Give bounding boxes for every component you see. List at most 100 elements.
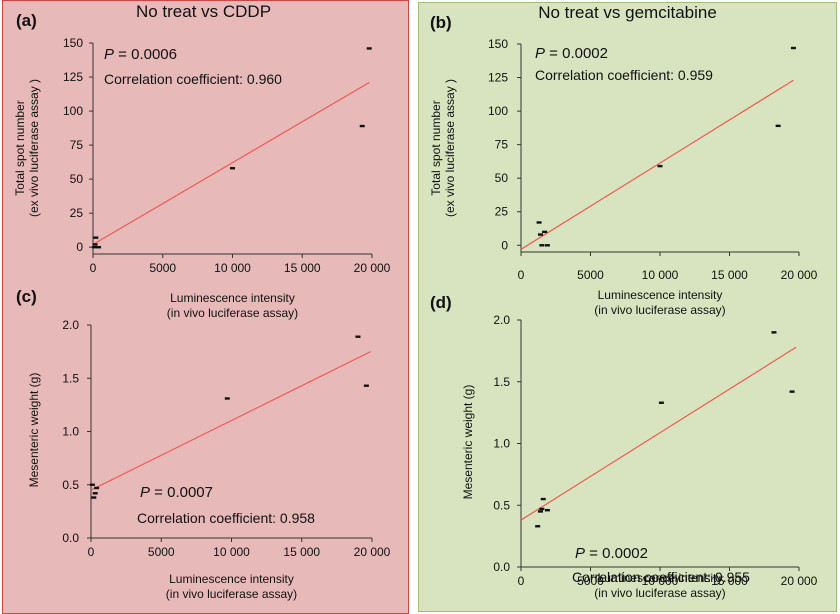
x-tick-label: 20 000	[781, 268, 818, 282]
y-tick-label: 1.5	[493, 375, 510, 389]
panel-label: (b)	[430, 13, 452, 32]
y-tick-label: 125	[63, 70, 83, 84]
panel-title-cddp: No treat vs CDDP	[135, 2, 272, 21]
y-tick-label: 25	[70, 206, 84, 220]
x-axis-sublabel: (in vivo luciferase assay)	[594, 586, 725, 600]
x-tick-label: 0	[518, 268, 525, 282]
data-point	[775, 124, 781, 128]
chart-a: 0 5000 10 000 15 000 20 000 0 25 50 75 100 125 150 (…	[13, 11, 391, 320]
data-point	[542, 230, 548, 234]
p-value-number: = 0.0002	[585, 545, 648, 562]
y-tick-label: 150	[63, 36, 83, 50]
y-axis-label-group: Mesenteric weight (g)	[461, 385, 475, 500]
correlation-coefficient: Correlation coefficient: 0.960	[104, 71, 282, 87]
p-value: P = 0.0007	[140, 484, 213, 501]
y-tick-label: 50	[70, 172, 84, 186]
data-point	[91, 496, 97, 499]
data-point	[92, 492, 98, 495]
p-value-symbol: P	[104, 46, 114, 63]
p-value-number: = 0.0002	[545, 45, 608, 62]
p-value-symbol: P	[140, 484, 150, 501]
y-axis-sublabel: (ex vivo luciferase assay )	[443, 79, 457, 217]
data-point	[230, 167, 235, 170]
data-point	[535, 525, 541, 528]
y-tick-label: 0.0	[493, 560, 510, 574]
y-tick-label: 150	[488, 37, 508, 51]
p-value-number: = 0.0007	[150, 484, 213, 501]
x-tick-label: 0	[518, 574, 525, 588]
x-tick-label: 0	[88, 545, 95, 559]
regression-line	[520, 79, 794, 250]
p-value: P = 0.0002	[575, 545, 648, 562]
x-tick-label: 20 000	[781, 574, 818, 588]
y-axis-label: Total spot number	[429, 100, 443, 195]
y-tick-label: 0	[501, 238, 508, 252]
y-tick-label: 50	[495, 171, 509, 185]
x-axis-sublabel: (in vivo luciferase assay)	[167, 306, 298, 320]
p-value: P = 0.0006	[104, 46, 177, 63]
y-axis-label-group: Mesenteric weight (g)	[27, 373, 41, 488]
x-tick-label: 10 000	[214, 261, 251, 275]
p-value-number: = 0.0006	[114, 46, 177, 63]
data-point	[536, 221, 542, 224]
p-value: P = 0.0002	[535, 45, 608, 62]
y-axis-label: Total spot number	[13, 100, 27, 195]
data-point	[544, 508, 550, 512]
y-axis-label: Mesenteric weight (g)	[461, 385, 475, 500]
x-axis-label: Luminescence intensity	[598, 571, 723, 585]
data-point	[537, 233, 543, 236]
data-point	[771, 331, 777, 334]
data-point	[89, 483, 95, 486]
regression-line	[90, 351, 371, 491]
y-axis-label-group: Total spot number (ex vivo luciferase ass…	[429, 79, 457, 217]
x-tick-label: 5000	[149, 261, 176, 275]
data-point	[539, 244, 545, 247]
data-point	[366, 47, 372, 50]
chart-b: 0 5000 10 000 15 000 20 000 0 25 50 75 100 125 150 (…	[429, 13, 818, 317]
y-tick-label: 0	[76, 240, 83, 254]
data-point	[658, 401, 664, 404]
x-tick-label: 20 000	[354, 261, 391, 275]
data-point	[91, 245, 97, 249]
y-axis-label: Mesenteric weight (g)	[27, 373, 41, 488]
x-tick-label: 15 000	[283, 545, 320, 559]
x-tick-label: 15 000	[284, 261, 321, 275]
chart-c: 0 5000 10 000 15 000 20 000 0.0 0.5 1.0 1.5 2.0 (c…	[16, 287, 391, 601]
panel-title-gemcitabine: No treat vs gemcitabine	[538, 3, 717, 22]
y-axis-label-group: Total spot number (ex vivo luciferase ass…	[13, 79, 41, 217]
x-axis-label: Luminescence intensity	[169, 572, 294, 586]
y-tick-label: 1.0	[493, 437, 510, 451]
y-tick-label: 100	[63, 104, 83, 118]
x-axis-sublabel: (in vivo luciferase assay)	[594, 303, 725, 317]
x-tick-label: 5000	[577, 574, 604, 588]
panel-cddp	[2, 0, 409, 614]
x-tick-label: 10 000	[642, 574, 679, 588]
data-point	[355, 335, 361, 338]
data-point	[94, 486, 100, 490]
x-tick-label: 15 000	[711, 574, 748, 588]
data-point	[790, 46, 796, 50]
y-tick-label: 1.5	[62, 371, 79, 385]
data-point	[789, 390, 795, 393]
regression-line	[92, 81, 370, 245]
y-axis-sublabel: (ex vivo luciferase assay )	[27, 79, 41, 217]
data-point	[93, 236, 99, 239]
panel-gemcitabine	[418, 2, 837, 612]
data-point	[96, 245, 102, 249]
y-tick-label: 1.0	[62, 425, 79, 439]
data-point	[224, 397, 230, 400]
regression-line	[520, 346, 797, 521]
x-tick-label: 0	[90, 261, 97, 275]
correlation-coefficient: Correlation coefficient: 0.959	[535, 67, 713, 83]
data-point	[363, 384, 369, 387]
data-point	[92, 243, 98, 246]
p-value-symbol: P	[575, 545, 585, 562]
x-tick-label: 5000	[577, 268, 604, 282]
data-point	[537, 510, 543, 513]
panel-label: (c)	[16, 287, 37, 306]
chart-d: 0 5000 10 000 15 000 20 000 0.0 0.5 1.0 1.5 2.0 (d…	[430, 293, 818, 600]
data-point	[657, 164, 663, 168]
y-tick-label: 0.5	[493, 498, 510, 512]
y-tick-label: 75	[70, 138, 84, 152]
x-tick-label: 10 000	[213, 545, 250, 559]
